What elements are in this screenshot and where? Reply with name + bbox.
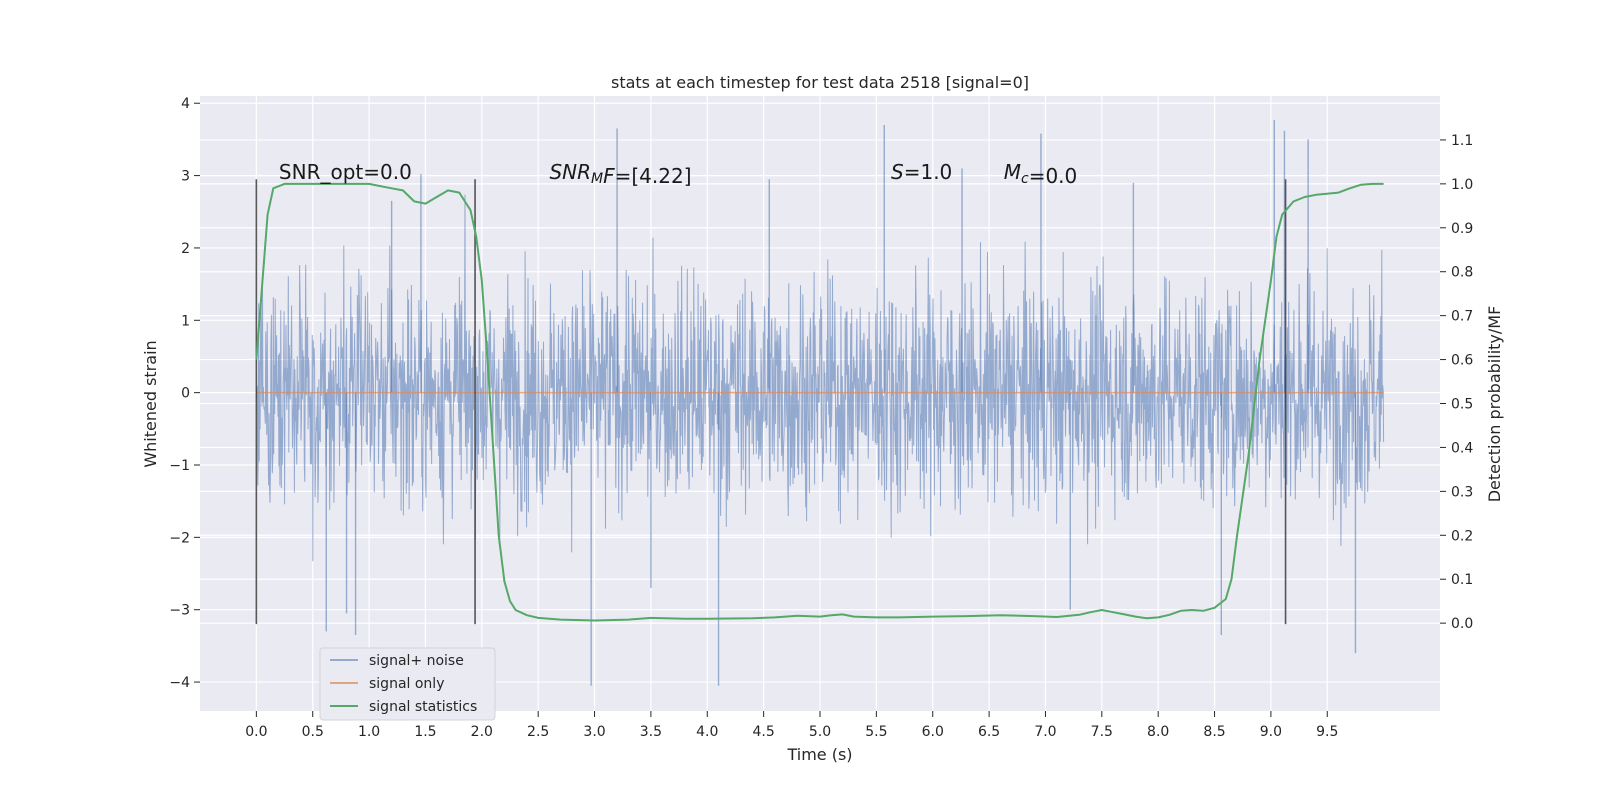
y-tick-label: 0	[181, 386, 190, 402]
x-tick-label: 2.5	[527, 724, 549, 740]
y2-tick-label: 0.7	[1451, 309, 1473, 325]
x-tick-label: 5.0	[809, 724, 831, 740]
y2-tick-label: 0.1	[1451, 572, 1473, 588]
signal-statistics-line	[255, 182, 1384, 622]
legend-label-signal-plus-noise: signal+ noise	[369, 653, 464, 669]
annotation-text: SNRMF=[4.22]	[549, 160, 691, 188]
signal-plus-noise-line	[255, 194, 1385, 562]
legend-box	[319, 647, 496, 721]
y-tick-label: 1	[181, 313, 190, 329]
x-tick-label: 7.5	[1091, 724, 1113, 740]
y2-tick-label: 0.6	[1451, 353, 1473, 369]
annotation-part: M	[1004, 160, 1021, 184]
y2-tick-label: 0.2	[1451, 528, 1473, 544]
series-signal-statistics	[255, 182, 1384, 622]
y-tick-label: 2	[181, 241, 190, 257]
annotation-text: SNR_opt=0.0	[279, 160, 412, 184]
annotation-part: =[4.22]	[615, 164, 692, 188]
x-tick-label: 1.0	[358, 724, 380, 740]
legend: signal+ noise signal only signal statist…	[319, 647, 496, 721]
y2-tick-label: 0.9	[1451, 221, 1473, 237]
x-tick-label: 6.0	[922, 724, 944, 740]
y-axis-title: Whitened strain	[141, 340, 160, 467]
y-tick-label: 4	[181, 96, 190, 112]
annotation-part: c	[1021, 171, 1029, 187]
annotation-part: M	[591, 171, 603, 187]
y2-tick-label: 0.0	[1451, 616, 1473, 632]
y2-tick-label: 0.5	[1451, 397, 1473, 413]
annotation-part: SNR_opt=0.0	[279, 160, 412, 184]
y2-axis-title: Detection probability/MF	[1485, 306, 1504, 503]
annotation-part: =0.0	[1029, 164, 1078, 188]
x-tick-label: 0.0	[245, 724, 267, 740]
x-tick-label: 5.5	[865, 724, 887, 740]
y-tick-label: −2	[169, 530, 190, 546]
annotations: SNR_opt=0.0 SNRMF=[4.22] S=1.0 Mc=0.0	[279, 160, 1077, 188]
y2-tick-label: 0.3	[1451, 484, 1473, 500]
x-tick-label: 4.0	[696, 724, 718, 740]
y2-tick-label: 0.4	[1451, 440, 1473, 456]
ticks: 0.0 0.5 1.0 1.5 2.0 2.5 3.0 3.5 4.0 4.5 5.0 5.5 6.0 6…	[169, 96, 1473, 740]
series-signal-plus-noise	[255, 119, 1385, 686]
y2-tick-label: 0.8	[1451, 265, 1473, 281]
x-tick-label: 4.5	[753, 724, 775, 740]
x-tick-label: 9.5	[1316, 724, 1338, 740]
annotation-part: =1.0	[904, 160, 953, 184]
x-tick-label: 8.0	[1147, 724, 1169, 740]
annotation-part: SNR	[549, 160, 591, 184]
legend-label-signal-statistics: signal statistics	[369, 699, 477, 715]
x-axis-title: Time (s)	[786, 745, 852, 764]
vertical-markers	[255, 179, 1287, 625]
annotation-text: S=1.0	[891, 160, 952, 184]
legend-label-signal-only: signal only	[369, 676, 444, 692]
y2-tick-label: 1.1	[1451, 133, 1473, 149]
x-tick-label: 8.5	[1203, 724, 1225, 740]
x-tick-label: 7.0	[1034, 724, 1056, 740]
y2-tick-label: 1.0	[1451, 177, 1473, 193]
chart-title: stats at each timestep for test data 251…	[611, 73, 1029, 92]
x-tick-label: 3.5	[640, 724, 662, 740]
x-tick-label: 1.5	[414, 724, 436, 740]
annotation-text: Mc=0.0	[1004, 160, 1078, 188]
x-tick-label: 2.0	[471, 724, 493, 740]
x-tick-label: 3.0	[583, 724, 605, 740]
x-tick-label: 0.5	[302, 724, 324, 740]
y-tick-label: −4	[169, 675, 190, 691]
x-tick-label: 9.0	[1260, 724, 1282, 740]
annotation-part: S	[891, 160, 904, 184]
y-tick-label: 3	[181, 169, 190, 185]
x-tick-label: 6.5	[978, 724, 1000, 740]
annotation-part: F	[603, 164, 615, 188]
y-tick-label: −1	[169, 458, 190, 474]
y-tick-label: −3	[169, 603, 190, 619]
